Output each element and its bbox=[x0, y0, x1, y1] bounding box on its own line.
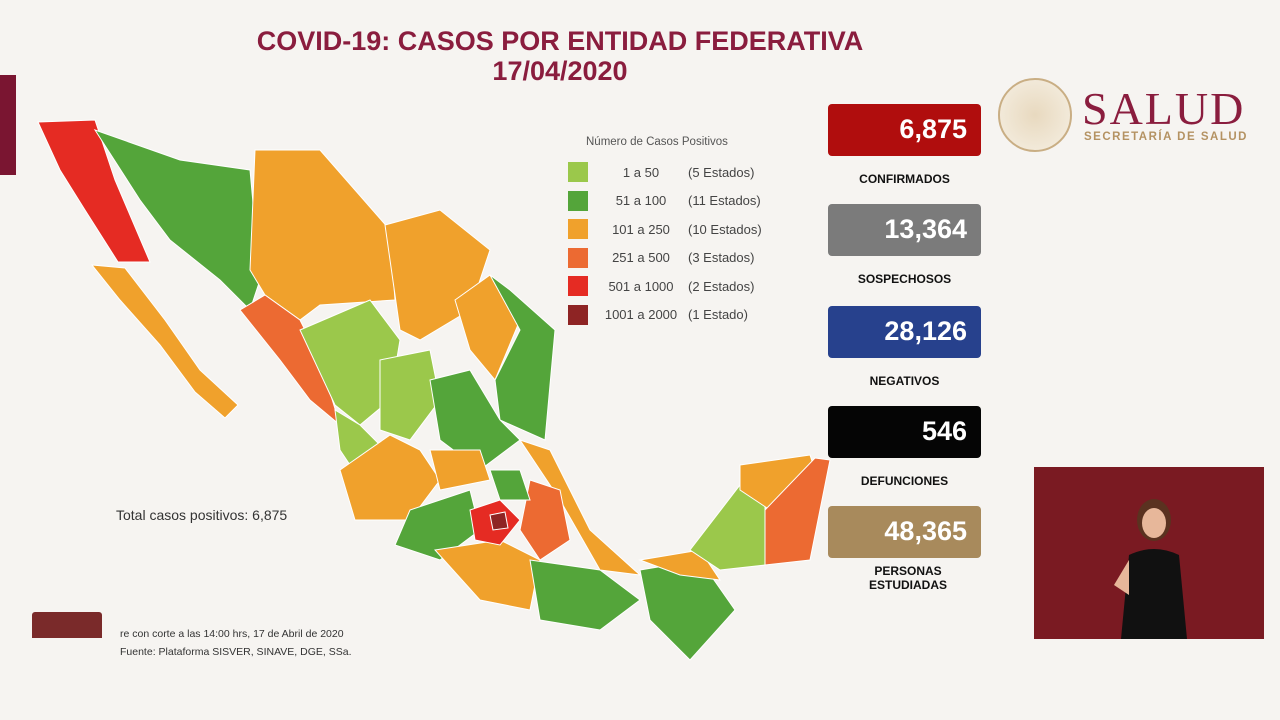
legend: Número de Casos Positivos 1 a 50 (5 Esta… bbox=[568, 136, 762, 329]
legend-item: 501 a 1000 (2 Estados) bbox=[568, 272, 762, 301]
state-quintana-roo bbox=[764, 457, 831, 566]
interpreter-figure bbox=[1114, 499, 1187, 639]
page-title: COVID-19: CASOS POR ENTIDAD FEDERATIVA 1… bbox=[256, 26, 864, 86]
legend-item: 51 a 100 (11 Estados) bbox=[568, 187, 762, 216]
legend-item: 1 a 50 (5 Estados) bbox=[568, 158, 762, 187]
state-baja-california bbox=[37, 119, 151, 263]
stat-3-label: DEFUNCIONES bbox=[860, 474, 949, 488]
state-chihuahua bbox=[249, 149, 396, 321]
legend-swatch bbox=[568, 219, 588, 240]
footer-source: Fuente: Plataforma SISVER, SINAVE, DGE, … bbox=[120, 646, 352, 658]
stat-4-label: PERSONAS ESTUDIADAS bbox=[868, 564, 947, 592]
state-ciudad-de-mexico bbox=[489, 511, 509, 531]
state-hidalgo bbox=[489, 469, 531, 501]
state-tamaulipas bbox=[489, 274, 556, 441]
seal-icon bbox=[998, 78, 1072, 152]
state-zacatecas bbox=[379, 349, 441, 441]
stat-1-label: SOSPECHOSOS bbox=[857, 272, 952, 286]
stat-1-value: 13,364 bbox=[828, 204, 981, 256]
stat-0-label: CONFIRMADOS bbox=[859, 172, 950, 186]
state-baja-california-sur bbox=[90, 264, 239, 419]
state-puebla bbox=[519, 479, 571, 561]
stat-0-value: 6,875 bbox=[828, 104, 981, 156]
salud-logo: SALUD SECRETARÍA DE SALUD bbox=[998, 78, 1248, 152]
stat-3-value: 546 bbox=[828, 406, 981, 458]
mexico-map bbox=[37, 119, 831, 661]
heroes-logo bbox=[32, 612, 102, 638]
legend-swatch bbox=[568, 162, 588, 183]
footer-cutoff: re con corte a las 14:00 hrs, 17 de Abri… bbox=[120, 628, 344, 640]
state-guerrero bbox=[434, 539, 541, 611]
legend-swatch bbox=[568, 304, 588, 325]
side-accent bbox=[0, 75, 16, 175]
sign-language-interpreter-video bbox=[1034, 467, 1264, 639]
state-tabasco bbox=[638, 549, 722, 581]
state-guanajuato bbox=[429, 449, 491, 491]
stat-2-label: NEGATIVOS bbox=[869, 374, 940, 388]
legend-swatch bbox=[568, 247, 588, 268]
legend-item: 251 a 500 (3 Estados) bbox=[568, 244, 762, 273]
legend-item: 1001 a 2000 (1 Estado) bbox=[568, 301, 762, 330]
legend-swatch bbox=[568, 276, 588, 297]
legend-item: 101 a 250 (10 Estados) bbox=[568, 215, 762, 244]
stat-4-value: 48,365 bbox=[828, 506, 981, 558]
state-oaxaca bbox=[529, 559, 641, 631]
legend-swatch bbox=[568, 190, 588, 211]
total-cases: Total casos positivos: 6,875 bbox=[116, 507, 288, 523]
stat-2-value: 28,126 bbox=[828, 306, 981, 358]
